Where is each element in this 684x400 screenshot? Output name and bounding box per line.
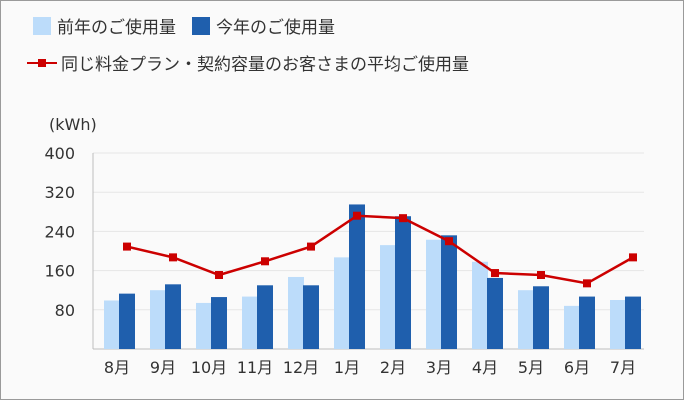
legend-label-last-year: 前年のご使用量 (57, 18, 176, 38)
x-tick-label: 9月 (150, 358, 176, 377)
bar-last-year (334, 257, 350, 349)
bar-this-year (441, 235, 457, 349)
bar-this-year (165, 284, 181, 349)
average-point (583, 279, 591, 288)
bar-last-year (426, 239, 442, 349)
average-point (307, 242, 315, 251)
average-point (445, 237, 453, 246)
bar-this-year (395, 216, 411, 349)
x-tick-label: 12月 (283, 358, 319, 377)
x-tick-label: 5月 (518, 358, 544, 377)
x-tick-label: 3月 (426, 358, 452, 377)
x-tick-label: 8月 (104, 358, 130, 377)
average-point (353, 211, 361, 220)
bar-last-year (104, 300, 120, 349)
bar-last-year (288, 276, 304, 349)
legend-row-1: 前年のご使用量 今年のご使用量 (33, 13, 335, 38)
x-tick-label: 6月 (564, 358, 590, 377)
bar-this-year (533, 286, 549, 349)
legend-swatch-last-year (33, 16, 51, 35)
bar-last-year (150, 290, 166, 349)
bar-last-year (518, 290, 534, 349)
x-tick-label: 10月 (191, 358, 227, 377)
x-tick-label: 2月 (380, 358, 406, 377)
bar-last-year (610, 300, 626, 349)
bar-last-year (564, 305, 580, 349)
average-point (537, 271, 545, 280)
bar-last-year (472, 261, 488, 349)
bar-this-year (579, 296, 595, 349)
x-tick-label: 4月 (472, 358, 498, 377)
average-point (261, 257, 269, 266)
average-point (629, 253, 637, 262)
y-tick-label: 320 (44, 183, 75, 202)
average-line (126, 214, 634, 285)
average-point (169, 253, 177, 262)
legend-row-2: 同じ料金プラン・契約容量のお客さまの平均ご使用量 (27, 50, 469, 75)
y-tick-label: 160 (44, 262, 75, 281)
y-tick-label: 240 (44, 222, 75, 241)
average-point (215, 271, 223, 280)
y-axis-label: (kWh) (49, 115, 97, 134)
average-point (491, 269, 499, 278)
bar-last-year (380, 245, 396, 349)
y-tick-label: 80 (55, 301, 75, 320)
y-tick-label: 400 (44, 144, 75, 163)
legend-swatch-this-year (192, 16, 210, 35)
legend-label-average: 同じ料金プラン・契約容量のお客さまの平均ご使用量 (61, 55, 469, 75)
x-tick-label: 1月 (334, 358, 360, 377)
bar-this-year (211, 297, 227, 349)
legend-line-marker-icon (27, 58, 57, 67)
bar-last-year (196, 302, 212, 349)
bar-this-year (487, 277, 503, 349)
legend-label-this-year: 今年のご使用量 (216, 18, 335, 38)
bar-this-year (625, 296, 641, 349)
x-tick-label: 11月 (237, 358, 273, 377)
bar-this-year (257, 285, 273, 349)
x-tick-label: 7月 (610, 358, 636, 377)
average-point (399, 214, 407, 223)
bar-last-year (242, 296, 258, 349)
average-point (123, 242, 131, 251)
bar-this-year (303, 285, 319, 349)
bar-this-year (119, 293, 135, 349)
bar-this-year (349, 204, 365, 349)
